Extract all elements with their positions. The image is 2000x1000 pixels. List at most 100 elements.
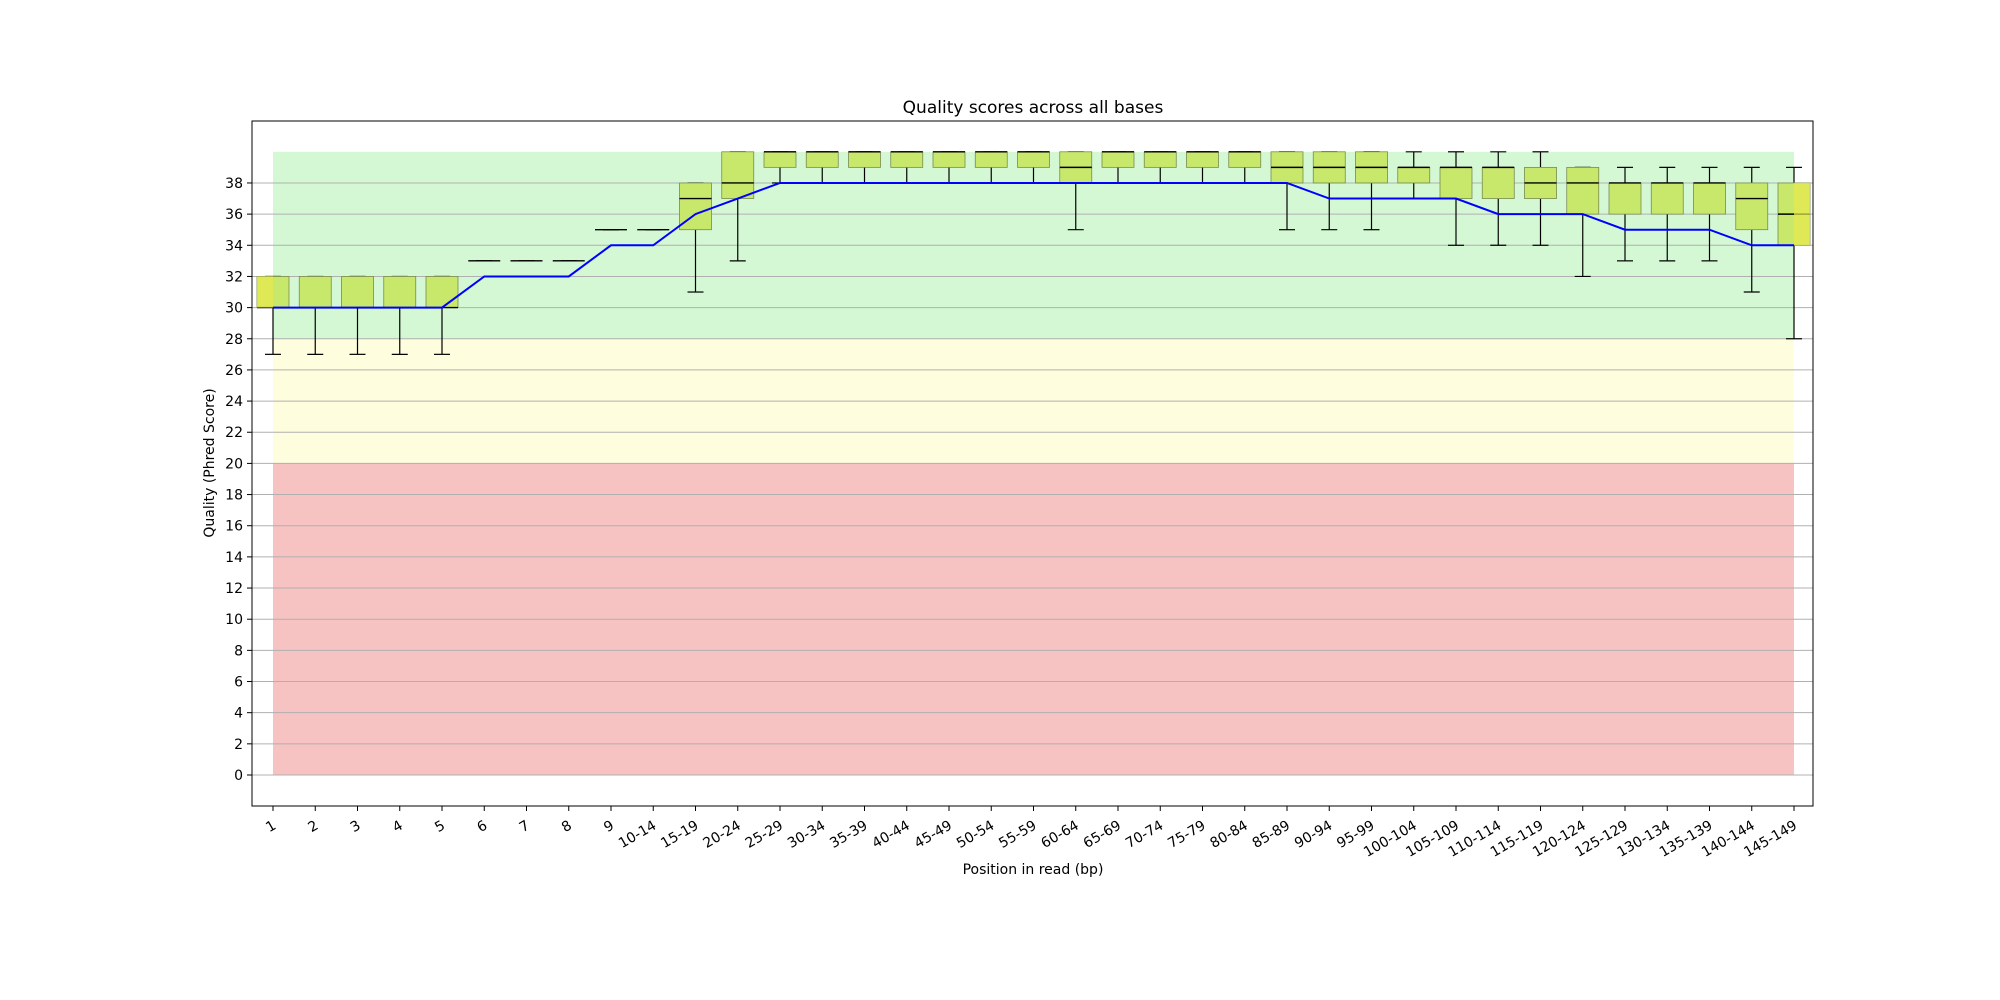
y-tick-label: 12 — [225, 581, 243, 597]
box-27 — [1397, 151, 1431, 200]
box-15 — [890, 151, 924, 184]
box-25 — [1312, 151, 1346, 231]
box-body — [763, 151, 797, 168]
y-tick-label: 36 — [225, 207, 243, 223]
y-tick-label: 26 — [225, 363, 243, 379]
y-tick-label: 16 — [225, 519, 243, 535]
box-20 — [1101, 151, 1135, 184]
y-tick-label: 28 — [225, 332, 243, 348]
box-plots — [256, 151, 1811, 355]
x-axis-label: Position in read (bp) — [963, 862, 1104, 878]
box-26 — [1355, 151, 1388, 231]
box-body — [298, 276, 332, 309]
y-tick-label: 32 — [225, 269, 243, 285]
box-body — [1101, 151, 1135, 168]
box-32 — [1608, 166, 1642, 262]
box-body — [1481, 166, 1515, 199]
x-tick-label: 85-89 — [1250, 818, 1293, 852]
box-30 — [1524, 151, 1557, 246]
box-body — [848, 151, 881, 168]
box-34 — [1693, 166, 1726, 262]
box-body — [1735, 182, 1769, 231]
y-tick-label: 4 — [234, 706, 243, 722]
y-tick-label: 6 — [234, 675, 243, 691]
x-tick-label: 80-84 — [1208, 818, 1251, 852]
box-33 — [1650, 166, 1684, 262]
y-tick-label: 30 — [225, 301, 243, 317]
x-tick-label: 3 — [348, 818, 364, 836]
y-tick-label: 20 — [225, 456, 243, 472]
box-31 — [1566, 166, 1600, 278]
x-tick-label: 6 — [475, 818, 491, 836]
box-body — [1439, 166, 1473, 199]
box-10 — [679, 182, 712, 293]
box-24 — [1270, 151, 1304, 231]
box-2 — [341, 275, 374, 355]
box-body — [1228, 151, 1262, 168]
chart-title: Quality scores across all bases — [903, 98, 1164, 118]
y-tick-label: 2 — [234, 737, 243, 753]
x-tick-label: 2 — [306, 818, 322, 836]
y-tick-label: 14 — [225, 550, 243, 566]
y-tick-label: 8 — [234, 643, 243, 659]
box-body — [1017, 151, 1050, 168]
box-23 — [1228, 151, 1262, 184]
box-body — [1397, 166, 1431, 184]
y-tick-label: 18 — [225, 488, 243, 504]
x-tick-label: 4 — [390, 818, 406, 836]
box-edge-highlight-last — [1794, 182, 1810, 246]
x-tick-label: 7 — [517, 818, 533, 836]
box-body — [1186, 151, 1219, 168]
x-tick-label: 45-49 — [912, 818, 955, 852]
y-tick-label: 38 — [225, 176, 243, 192]
x-tick-label: 65-69 — [1081, 818, 1124, 852]
box-17 — [974, 151, 1008, 184]
box-3 — [383, 275, 417, 355]
mean-line — [273, 181, 1794, 309]
box-body — [383, 276, 417, 309]
y-tick-label: 34 — [225, 238, 243, 254]
x-tick-label: 20-24 — [701, 818, 744, 852]
x-tick-label: 25-29 — [743, 818, 786, 852]
x-tick-label: 1 — [263, 818, 279, 836]
y-tick-label: 24 — [225, 394, 243, 410]
y-tick-label: 0 — [234, 768, 243, 784]
box-body — [1608, 182, 1642, 215]
box-body — [1143, 151, 1177, 168]
box-body — [341, 276, 374, 309]
box-29 — [1481, 151, 1515, 246]
box-body — [1650, 182, 1684, 215]
x-tick-label: 15-19 — [658, 818, 701, 852]
box-body — [890, 151, 924, 168]
box-body — [425, 276, 459, 309]
box-body — [932, 151, 966, 168]
x-tick-label: 5 — [432, 818, 448, 836]
x-tick-label: 50-54 — [954, 818, 997, 852]
x-tick-label: 90-94 — [1292, 818, 1335, 852]
y-tick-label: 10 — [225, 612, 243, 628]
x-tick-label: 8 — [559, 818, 575, 836]
x-tick-label: 55-59 — [996, 818, 1039, 852]
box-body — [974, 151, 1008, 168]
x-tick-label: 30-34 — [785, 818, 828, 852]
box-body — [679, 182, 712, 231]
box-11 — [721, 151, 755, 262]
y-axis-label: Quality (Phred Score) — [202, 388, 218, 537]
box-edge-highlight-first — [257, 276, 273, 308]
x-tick-label: 10-14 — [616, 818, 659, 852]
x-tick-label: 70-74 — [1123, 818, 1166, 852]
box-body — [1566, 166, 1600, 215]
x-tick-label: 75-79 — [1165, 818, 1208, 852]
box-22 — [1186, 151, 1219, 184]
box-body — [721, 151, 755, 199]
x-tick-label: 40-44 — [870, 818, 913, 852]
box-body — [1693, 182, 1726, 215]
x-tick-label: 35-39 — [827, 818, 870, 852]
y-tick-label: 22 — [225, 425, 243, 441]
x-axis-ticks: 1 2 3 4 5 6 7 8 9 10-14 15-19 20-24 25-29 30-34 35-39 4… — [263, 806, 1800, 861]
x-tick-label: 9 — [601, 818, 617, 836]
box-35 — [1735, 166, 1769, 293]
x-tick-label: 60-64 — [1039, 818, 1082, 852]
